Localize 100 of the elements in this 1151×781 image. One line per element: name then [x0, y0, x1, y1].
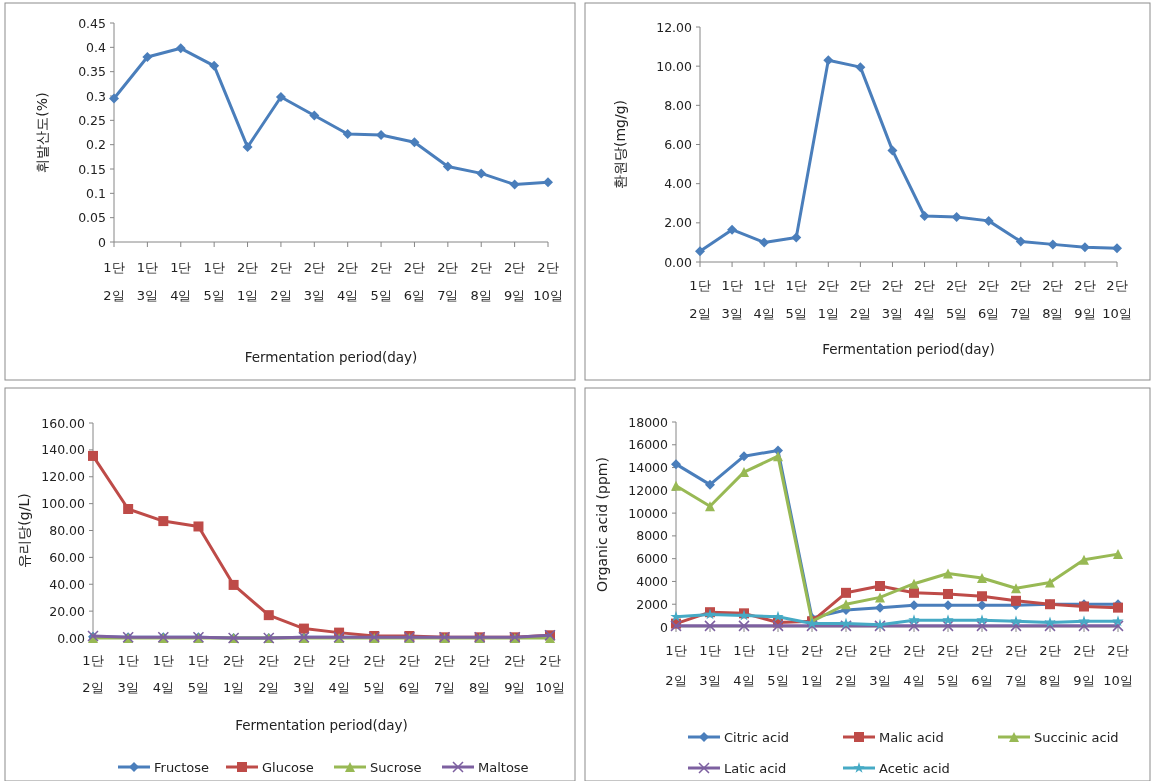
y-tick-label: 120.00 — [41, 469, 86, 485]
y-tick-label: 4.00 — [664, 176, 693, 192]
legend-label: Glucose — [262, 759, 314, 775]
x-tick-label: 2단 4일 — [328, 653, 350, 695]
y-tick-label: 0.3 — [86, 88, 106, 104]
y-tick-label: 12.00 — [656, 19, 693, 35]
legend-label: Latic acid — [724, 760, 787, 776]
x-tick-label: 2단 7일 — [433, 653, 456, 695]
y-tick-label: 16000 — [628, 437, 669, 453]
x-tick-label: 1단 4일 — [152, 653, 174, 695]
x-tick-label: 1단 2일 — [689, 278, 711, 321]
y-tick-label: 8.00 — [664, 97, 693, 113]
x-tick-label: 2단 1일 — [236, 260, 259, 303]
x-tick-label: 1단 5일 — [767, 643, 789, 688]
x-tick-label: 2단 5일 — [370, 260, 392, 303]
x-tick-label: 2단 1일 — [817, 278, 839, 321]
x-tick-label: 2단 5일 — [937, 643, 959, 688]
x-tick-label: 2단 10일 — [533, 260, 563, 303]
x-tick-label: 2단 8일 — [1039, 643, 1061, 688]
x-tick-label: 2단 8일 — [469, 653, 491, 695]
y-tick-label: 0.45 — [78, 15, 106, 31]
y-tick-label: 2000 — [636, 596, 669, 612]
x-tick-label: 2단 5일 — [945, 278, 968, 321]
y-tick-label: 2.00 — [664, 215, 693, 231]
x-tick-label: 1단 4일 — [733, 643, 755, 688]
legend-label: Malic acid — [879, 729, 944, 745]
y-tick-label: 6000 — [636, 551, 669, 567]
y-axis-title: Organic acid (ppm) — [594, 457, 610, 592]
x-tick-label: 2단 6일 — [398, 653, 421, 695]
y-tick-label: 4000 — [636, 573, 669, 589]
x-tick-label: 2단 4일 — [337, 260, 359, 303]
x-tick-label: 2단 9일 — [503, 260, 526, 303]
y-tick-label: 0.00 — [57, 630, 86, 646]
y-tick-label: 8000 — [636, 528, 669, 544]
x-tick-label: 1단 3일 — [117, 653, 139, 695]
x-tick-label: 2단 4일 — [913, 278, 936, 321]
x-tick-label: 2단 8일 — [470, 260, 492, 303]
y-tick-label: 60.00 — [49, 549, 86, 565]
y-tick-label: 0.25 — [78, 112, 106, 128]
x-axis-title: Fermentation period(day) — [244, 349, 418, 365]
y-axis-title: 휘발산도(%) — [34, 92, 50, 173]
x-tick-label: 2단 2일 — [270, 260, 292, 303]
y-tick-label: 0.05 — [78, 210, 106, 226]
y-tick-label: 0.00 — [664, 254, 693, 270]
x-tick-label: 1단 2일 — [103, 260, 125, 303]
legend-label: Fructose — [154, 759, 210, 775]
x-tick-label: 2단 8일 — [1042, 278, 1064, 321]
x-tick-label: 2단 10일 — [535, 653, 565, 695]
x-tick-label: 1단 2일 — [82, 653, 104, 695]
y-tick-label: 14000 — [628, 460, 669, 476]
y-tick-label: 40.00 — [49, 576, 86, 592]
x-tick-label: 2단 4일 — [903, 643, 925, 688]
y-tick-label: 160.00 — [41, 415, 86, 431]
x-tick-label: 1단 3일 — [721, 278, 743, 321]
y-tick-label: 100.00 — [41, 496, 86, 512]
y-tick-label: 0.4 — [86, 39, 107, 55]
y-tick-label: 0.1 — [86, 185, 106, 201]
y-tick-label: 0.15 — [78, 161, 106, 177]
y-tick-label: 12000 — [628, 482, 669, 498]
x-tick-label: 2단 1일 — [801, 643, 823, 688]
x-tick-label: 1단 5일 — [785, 278, 807, 321]
y-tick-label: 0 — [660, 619, 669, 635]
y-tick-label: 80.00 — [49, 523, 86, 538]
x-tick-label: 1단 3일 — [699, 643, 721, 688]
x-tick-label: 2단 5일 — [363, 653, 385, 695]
x-tick-label: 2단 3일 — [303, 260, 325, 303]
y-axis-title: 유리당(g/L) — [16, 493, 32, 568]
x-tick-label: 2단 6일 — [971, 643, 993, 688]
x-tick-label: 2단 3일 — [293, 653, 315, 695]
x-tick-label: 2단 3일 — [881, 278, 904, 321]
y-tick-label: 6.00 — [664, 137, 693, 152]
x-tick-label: 2단 9일 — [1074, 278, 1096, 321]
legend-label: Succinic acid — [1034, 729, 1119, 745]
y-tick-label: 0 — [98, 234, 107, 250]
x-tick-label: 2단 6일 — [978, 278, 1000, 321]
x-tick-label: 1단 4일 — [170, 260, 192, 303]
x-tick-label: 1단 5일 — [203, 260, 225, 303]
x-tick-label: 2단 7일 — [1010, 278, 1032, 321]
x-axis-title: Fermentation period(day) — [235, 717, 408, 733]
legend-label: Sucrose — [370, 759, 422, 775]
x-tick-label: 1단 4일 — [753, 278, 775, 321]
x-tick-label: 1단 3일 — [136, 260, 159, 303]
x-tick-label: 2단 6일 — [403, 260, 426, 303]
x-tick-label: 2단 9일 — [504, 653, 526, 695]
x-tick-label: 2단 2일 — [849, 278, 872, 321]
legend-label: Maltose — [478, 759, 529, 775]
x-tick-label: 2단 2일 — [258, 653, 280, 695]
x-tick-label: 2단 7일 — [1005, 643, 1027, 688]
legend-label: Citric acid — [724, 729, 789, 745]
x-tick-label: 2단 10일 — [1103, 643, 1133, 688]
y-tick-label: 140.00 — [41, 442, 86, 458]
x-tick-label: 2단 1일 — [222, 653, 245, 695]
x-tick-label: 2단 10일 — [1102, 278, 1132, 321]
y-tick-label: 10.00 — [656, 58, 693, 74]
x-tick-label: 1단 5일 — [187, 653, 210, 695]
legend-label: Acetic acid — [879, 760, 950, 776]
x-tick-label: 2단 3일 — [869, 643, 891, 688]
y-tick-label: 0.35 — [78, 64, 106, 80]
x-tick-label: 2단 2일 — [835, 643, 857, 688]
x-tick-label: 2단 9일 — [1073, 643, 1095, 688]
